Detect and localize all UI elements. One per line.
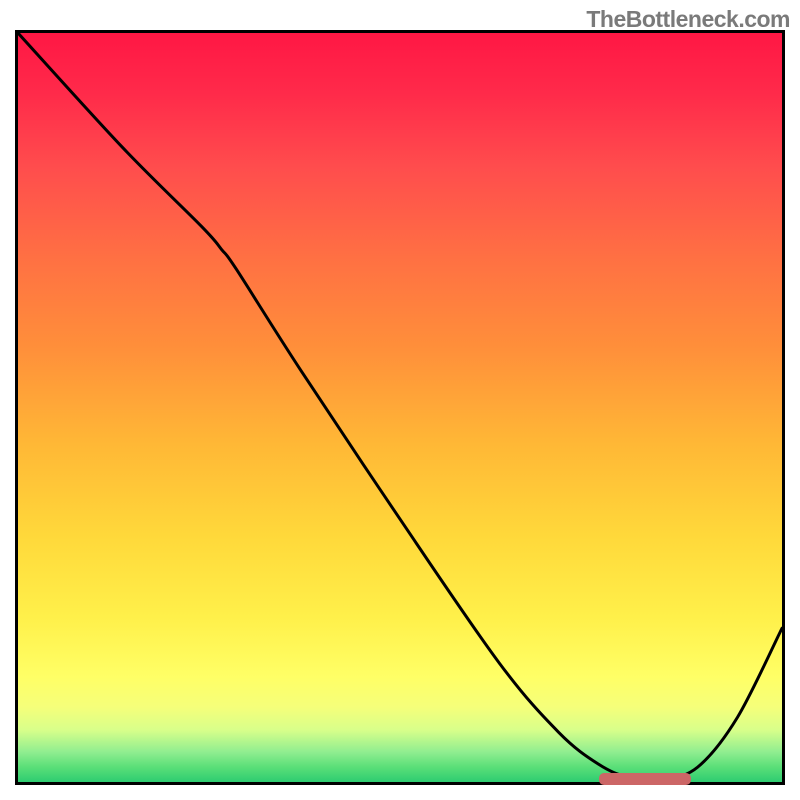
bottleneck-curve [18,33,782,782]
optimal-range-marker [599,773,691,785]
curve-path [18,33,782,780]
watermark-text: TheBottleneck.com [586,6,790,33]
plot-frame [15,30,785,785]
